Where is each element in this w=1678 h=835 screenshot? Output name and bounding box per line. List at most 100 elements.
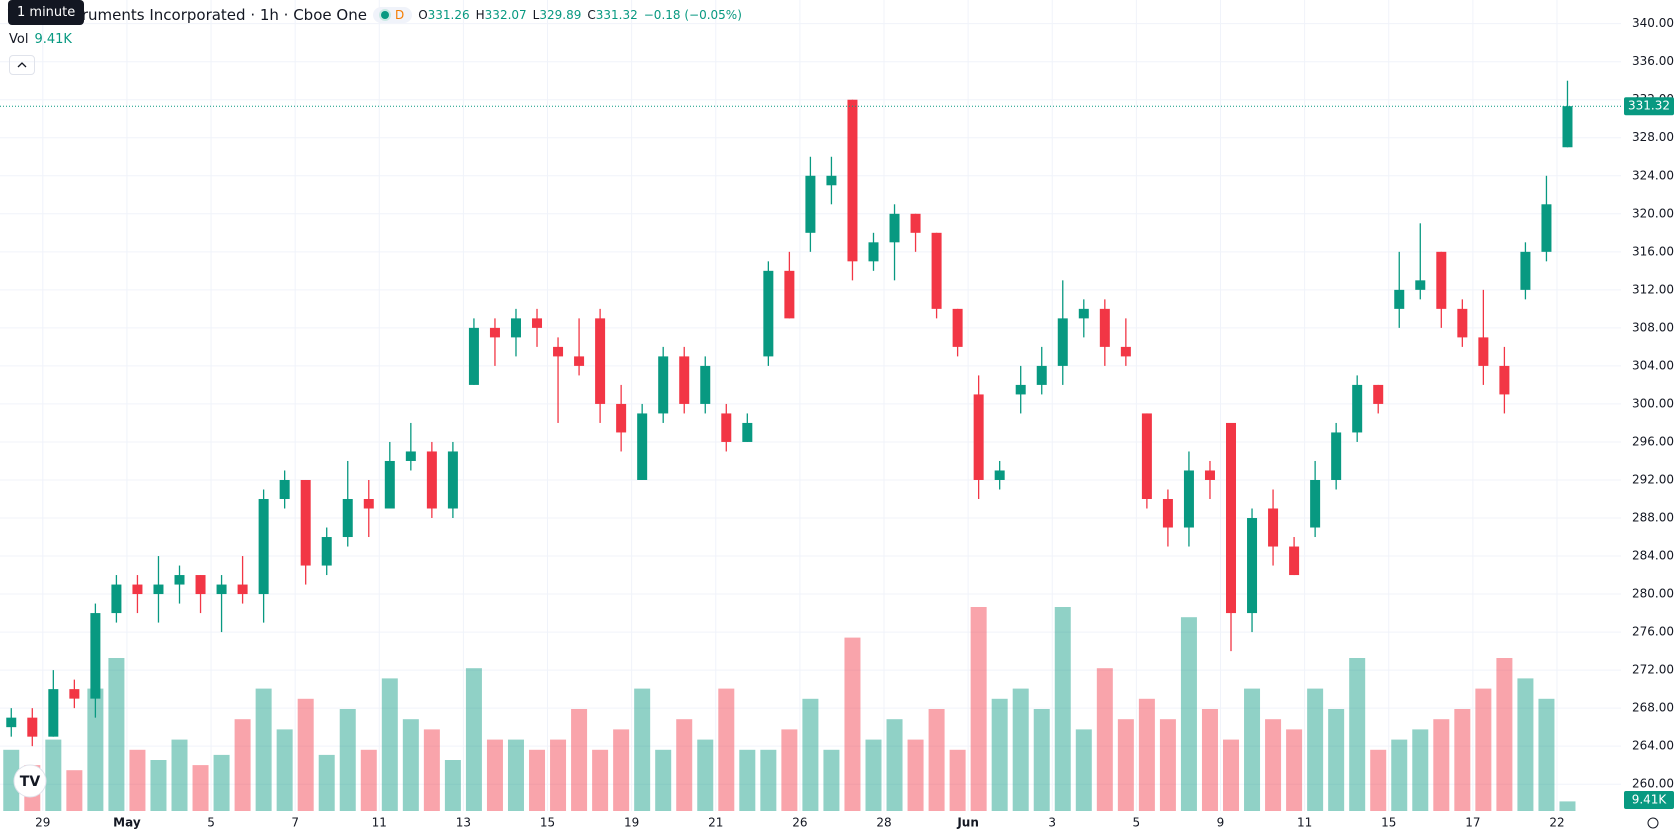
candle-body [1183,470,1194,528]
ohlc-value: 331.26 [427,8,470,22]
y-tick-label: 264.00 [1632,739,1674,753]
candle-body [1226,422,1237,614]
volume-bar [907,739,924,811]
candle-body [1562,106,1573,148]
candle-body [300,479,311,566]
candle-body [889,213,900,243]
candle-body [952,308,963,347]
volume-bar [970,607,987,811]
price-axis [1621,0,1678,835]
chevron [17,62,27,68]
candle-body [1099,308,1110,347]
volume-bar [1328,709,1345,811]
volume-bar [1475,688,1492,811]
volume-bar [486,739,503,811]
status-badge[interactable]: D [372,7,413,23]
candle-body [27,717,38,737]
volume-bar [381,678,398,811]
y-tick-label: 324.00 [1632,168,1674,182]
candle-body [1373,384,1384,404]
volume-bar [1517,678,1534,811]
candle-body [1394,289,1405,309]
volume-bar [592,749,609,811]
volume-bar [571,709,588,811]
candle-body [931,232,942,309]
volume-bar [1012,688,1029,811]
volume-bar [1159,719,1176,811]
price-marker [1624,97,1674,116]
time-axis [0,811,1621,835]
y-tick-label: 308.00 [1632,320,1674,334]
candle-body [1268,508,1279,547]
volume-bar [1454,709,1471,811]
candle-body [321,537,332,566]
y-tick-label: 292.00 [1632,472,1674,486]
candle-body [468,327,479,385]
volume-bar [276,729,293,811]
candle-body [532,318,543,328]
candle-body [1478,337,1489,366]
candle-body [111,584,122,614]
logo[interactable] [13,764,47,798]
volume-bar [87,688,104,811]
candle-body [1120,346,1131,357]
x-tick-label: 28 [876,816,891,830]
ohlc-value: 331.32 [595,8,638,22]
candle-body [1457,308,1468,338]
volume-bar [865,739,882,811]
y-tick-label: 340.00 [1632,16,1674,30]
price-marker-label: 331.32 [1628,99,1670,113]
volume-bar [129,749,146,811]
volume-title: Vol [9,32,29,47]
candle-body [679,356,690,404]
volume-bar [297,698,314,811]
y-tick-label: 272.00 [1632,663,1674,677]
candle-body [868,242,879,262]
ohlc-key: C [587,8,596,22]
candle-body [700,365,711,404]
volume-bar [1391,739,1408,811]
volume-bar [171,739,188,811]
candle-body [510,318,521,338]
candle-body [826,175,837,186]
ohlc-item: L329.89 [533,8,582,22]
ohlc-value: 329.89 [539,8,582,22]
volume-bar [402,719,419,811]
volume-bar [1075,729,1092,811]
candle-body [847,99,858,262]
candle-body [784,270,795,319]
volume-bar [781,729,798,811]
x-tick-label: 5 [207,816,215,830]
x-tick-label: 3 [1048,816,1056,830]
volume-bar [1538,698,1555,811]
ohlc: O331.26 H332.07 L329.89 C331.32 [418,8,638,22]
candle-body [1204,470,1215,480]
candle-body [805,175,816,233]
ohlc-key: L [532,8,540,22]
interval-badge: D [394,8,405,22]
volume-marker [1624,791,1674,809]
volume-bar [339,709,356,811]
candle-body [90,613,101,699]
volume-bar [823,749,840,811]
candle-body [1141,413,1152,499]
y-tick-label: 336.00 [1632,54,1674,68]
collapse-button[interactable] [9,55,35,75]
volume-bar [1201,709,1218,811]
volume-bar [45,739,62,811]
y-tick-label: 260.00 [1632,777,1674,791]
volume-bar [423,729,440,811]
candle-body [1247,518,1258,614]
symbol-title[interactable]: Texas Instruments Incorporated · 1h · Cb… [8,6,367,24]
volume-bar [739,749,756,811]
volume-bar [949,749,966,811]
x-tick-label: 17 [1465,816,1480,830]
candle-body [6,717,17,728]
volume-bar [1286,729,1303,811]
candle-body [1352,384,1363,433]
volume-bar [360,749,377,811]
volume-bar [802,698,819,811]
settings-icon[interactable] [1647,817,1659,829]
candle-body [1541,204,1552,252]
